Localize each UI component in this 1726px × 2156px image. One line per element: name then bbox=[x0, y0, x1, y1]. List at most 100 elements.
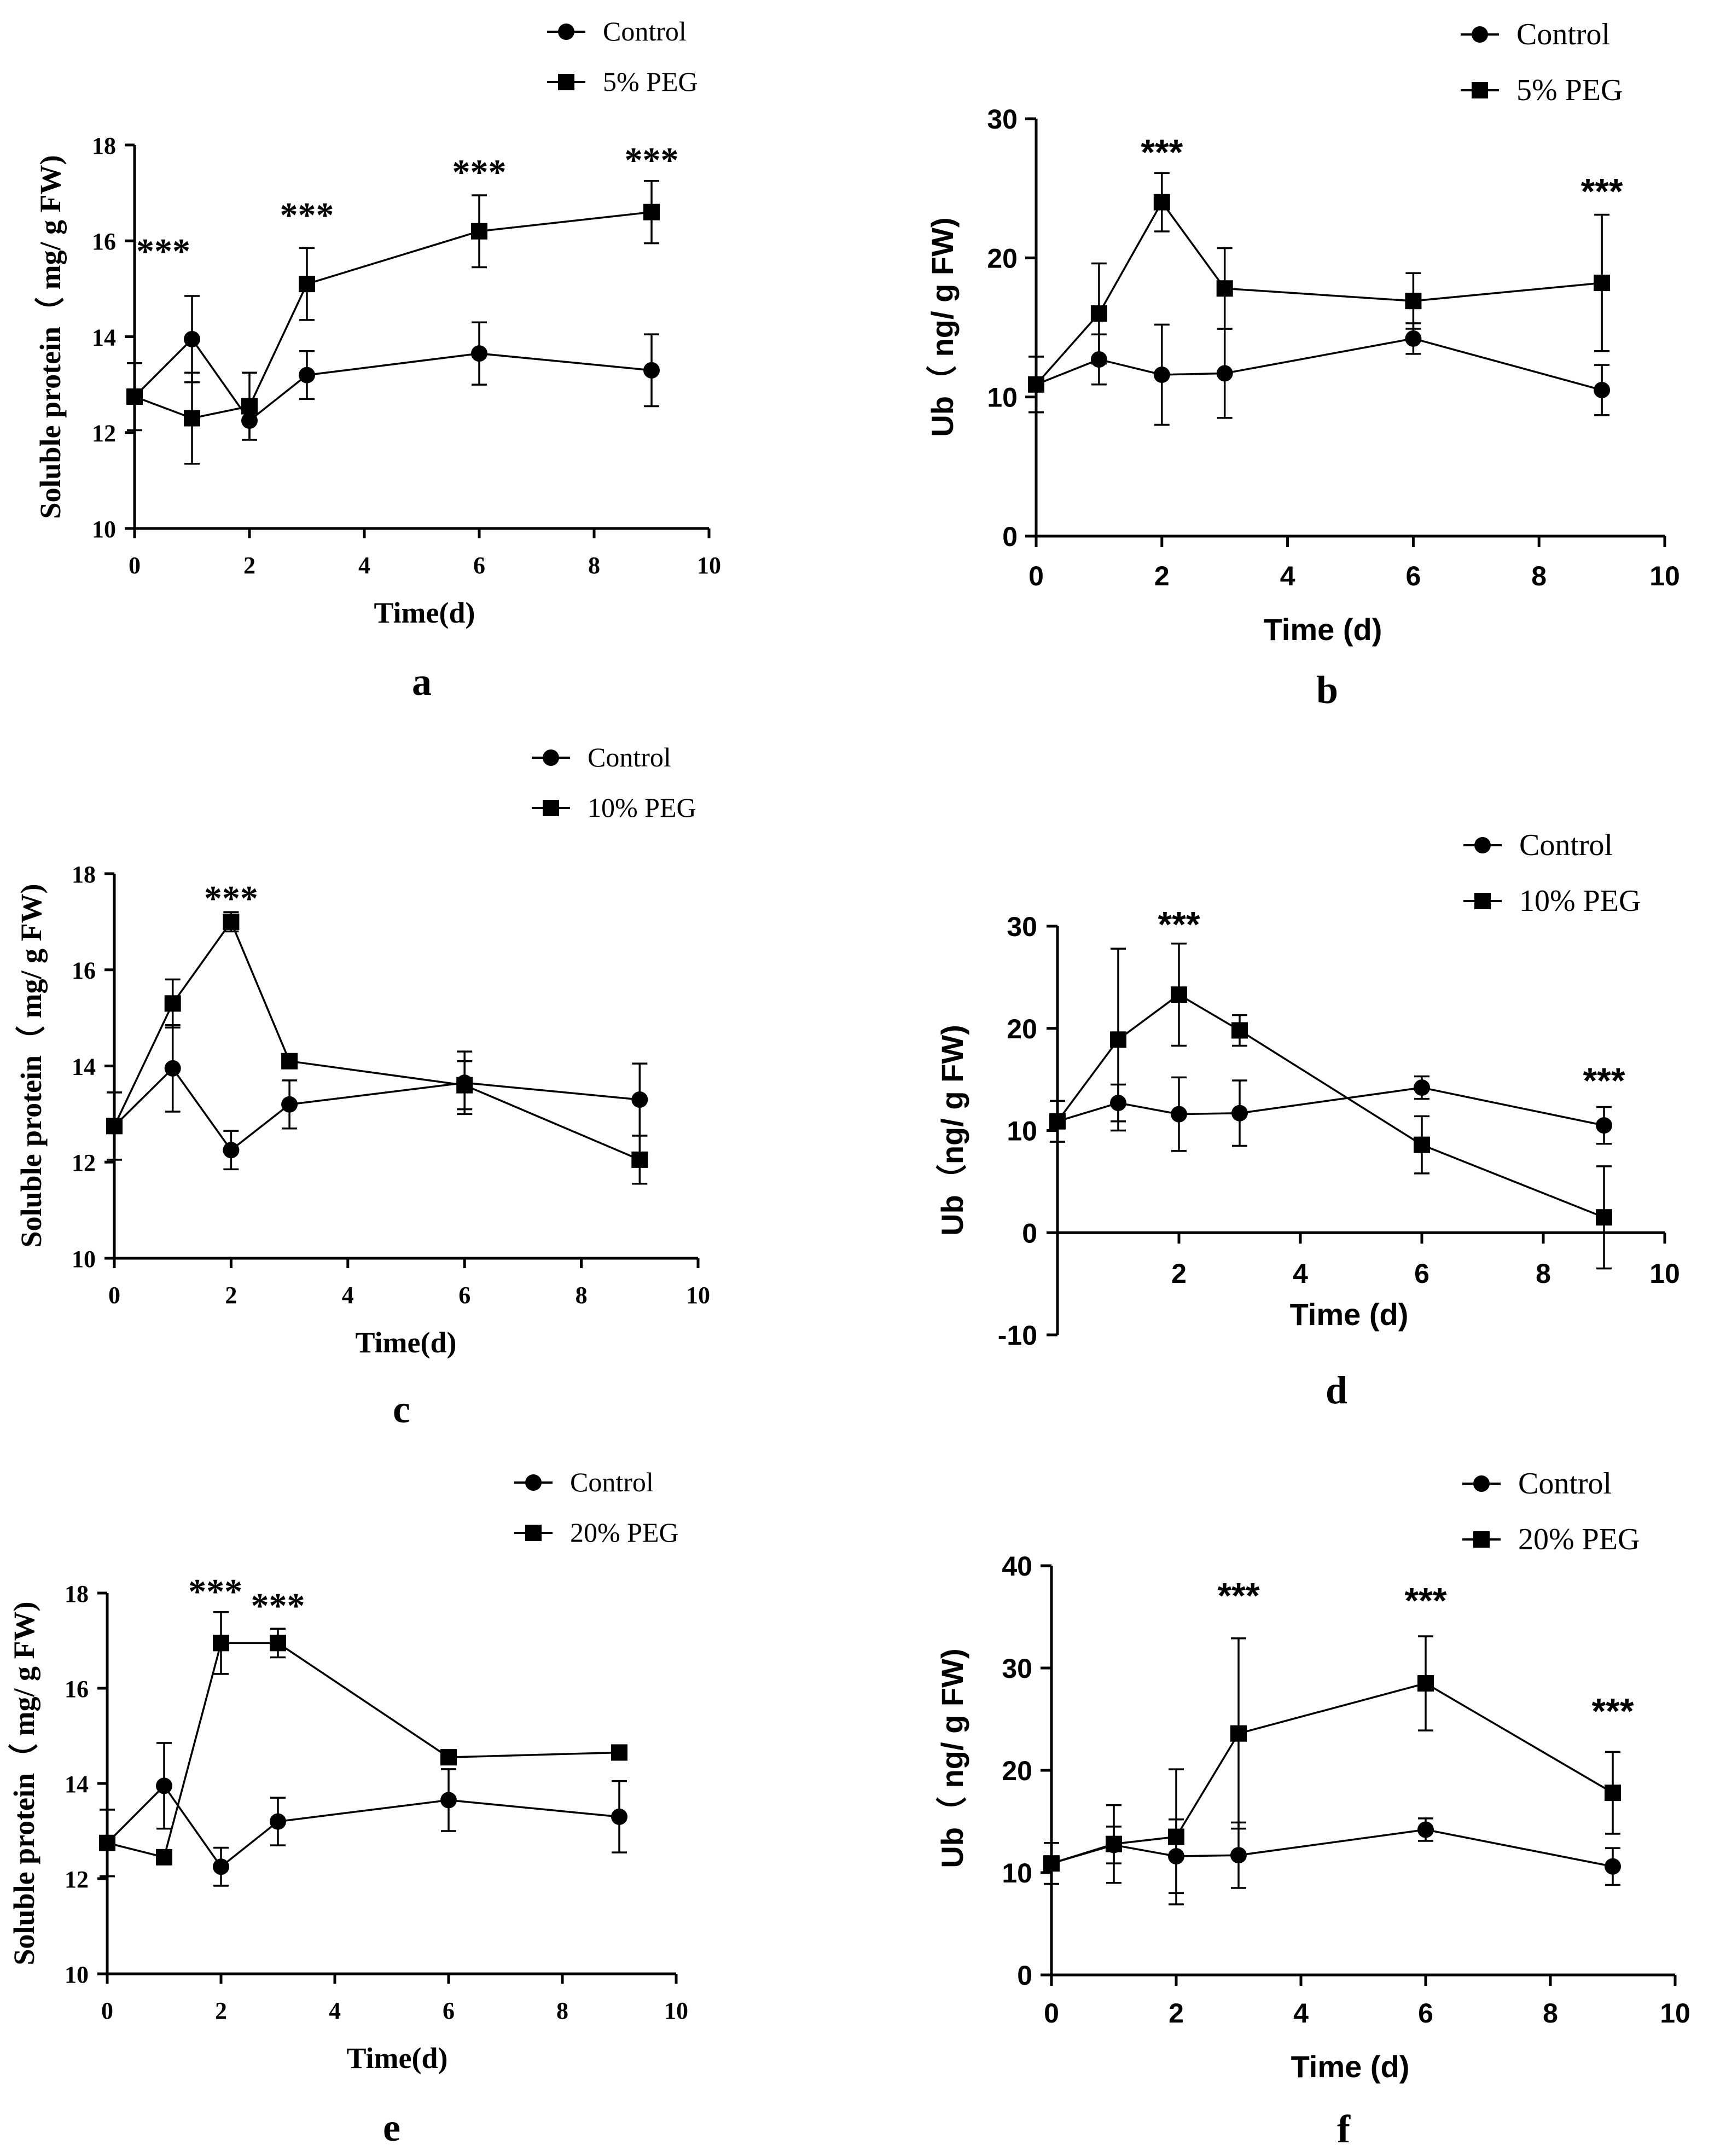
data-point bbox=[1605, 1785, 1621, 1801]
y-tick-label: 12 bbox=[72, 1149, 96, 1176]
x-tick-label: 4 bbox=[329, 1997, 341, 2024]
data-point bbox=[299, 367, 315, 383]
y-tick-label: 0 bbox=[1022, 1218, 1037, 1248]
data-point bbox=[1596, 1117, 1612, 1134]
x-axis-label: Time (d) bbox=[1291, 2049, 1410, 2084]
y-axis-label: Ub（ ng/ g FW) bbox=[935, 1648, 969, 1868]
legend-label: 20% PEG bbox=[570, 1517, 679, 1548]
data-point bbox=[1594, 381, 1611, 398]
series-line bbox=[1051, 1828, 1613, 1868]
data-point bbox=[643, 204, 660, 220]
data-point bbox=[270, 1635, 286, 1652]
y-tick-label: 10 bbox=[92, 516, 116, 543]
y-tick-label: 10 bbox=[1002, 1858, 1032, 1888]
y-tick-label: 18 bbox=[72, 861, 96, 888]
y-tick-label: 16 bbox=[72, 957, 96, 984]
legend-marker bbox=[558, 24, 574, 40]
x-tick-label: 4 bbox=[1293, 1258, 1308, 1289]
data-point bbox=[281, 1096, 298, 1113]
data-point bbox=[611, 1808, 627, 1825]
data-point bbox=[1106, 1837, 1122, 1853]
data-point bbox=[1090, 305, 1107, 322]
data-point bbox=[631, 1151, 648, 1168]
y-tick-label: 0 bbox=[1002, 521, 1018, 552]
series-line bbox=[113, 1067, 640, 1152]
data-point bbox=[1594, 275, 1611, 292]
data-point bbox=[156, 1849, 172, 1866]
significance-marker: *** bbox=[251, 1586, 305, 1626]
x-tick-label: 10 bbox=[697, 552, 721, 579]
y-tick-label: 0 bbox=[1017, 1960, 1032, 1991]
data-point bbox=[1216, 365, 1233, 382]
data-point bbox=[126, 388, 143, 405]
legend-marker bbox=[543, 800, 559, 816]
significance-marker: *** bbox=[136, 231, 190, 271]
data-point bbox=[1090, 351, 1107, 368]
data-point bbox=[164, 995, 181, 1012]
panel-label: b bbox=[1316, 668, 1338, 712]
x-tick-label: 6 bbox=[473, 552, 485, 579]
data-point bbox=[1414, 1136, 1430, 1153]
data-point bbox=[164, 1060, 181, 1077]
y-tick-label: 40 bbox=[1002, 1551, 1032, 1582]
y-tick-label: 20 bbox=[987, 243, 1018, 274]
y-tick-label: 10 bbox=[72, 1246, 96, 1272]
y-axis-label: Ub（ng/ g FW) bbox=[935, 1025, 969, 1236]
data-point bbox=[1110, 1095, 1126, 1112]
x-tick-label: 4 bbox=[1293, 1998, 1309, 2029]
panel-label: f bbox=[1337, 2107, 1351, 2151]
significance-marker: *** bbox=[1583, 1060, 1625, 1101]
y-tick-label: 12 bbox=[92, 420, 116, 447]
data-point bbox=[471, 223, 487, 240]
series-line bbox=[1057, 1086, 1605, 1126]
x-tick-label: 8 bbox=[1531, 561, 1547, 591]
data-point bbox=[456, 1074, 473, 1091]
legend: Control 20% PEG bbox=[514, 1467, 679, 1548]
data-point bbox=[1168, 1848, 1184, 1865]
y-tick-label: 14 bbox=[65, 1771, 89, 1798]
series-20-peg bbox=[1043, 1635, 1621, 1905]
legend-label: 20% PEG bbox=[1518, 1522, 1640, 1556]
chart-panel-c: 10 12 14 16 18 0 2 4 6 8 10 Time(d) Soluble protein（… bbox=[15, 742, 710, 1431]
series-line bbox=[1056, 993, 1605, 1218]
series-line bbox=[133, 338, 652, 422]
y-tick-label: 20 bbox=[1002, 1756, 1032, 1786]
panel-label: c bbox=[393, 1387, 410, 1431]
data-point bbox=[1153, 194, 1170, 211]
x-tick-label: 2 bbox=[1169, 1998, 1184, 2029]
data-point bbox=[1049, 1113, 1066, 1130]
x-tick-label: 4 bbox=[342, 1282, 354, 1309]
legend-marker bbox=[525, 1474, 542, 1491]
data-point bbox=[1231, 1022, 1248, 1039]
x-axis-label: Time(d) bbox=[356, 1326, 457, 1359]
y-tick-label: 30 bbox=[1007, 911, 1037, 942]
panel-label: d bbox=[1326, 1368, 1347, 1412]
series-line bbox=[1051, 1682, 1613, 1864]
x-tick-label: 8 bbox=[576, 1282, 588, 1309]
x-tick-label: 6 bbox=[458, 1282, 470, 1309]
legend-marker bbox=[543, 749, 559, 766]
y-tick-label: 14 bbox=[92, 324, 116, 351]
significance-marker: *** bbox=[1158, 904, 1200, 944]
significance-marker: *** bbox=[1217, 1575, 1259, 1615]
x-tick-label: 8 bbox=[1543, 1998, 1558, 2029]
significance-marker: *** bbox=[280, 195, 334, 235]
y-tick-label: 18 bbox=[92, 132, 116, 159]
legend-label: Control bbox=[1519, 828, 1613, 862]
x-tick-label: 4 bbox=[1280, 561, 1295, 591]
legend-label: 5% PEG bbox=[603, 66, 698, 97]
series-line bbox=[107, 1642, 620, 1858]
x-tick-label: 0 bbox=[1028, 561, 1044, 591]
significance-marker: *** bbox=[1591, 1691, 1634, 1731]
data-point bbox=[471, 345, 487, 362]
data-point bbox=[1230, 1847, 1247, 1864]
data-point bbox=[1028, 376, 1044, 393]
legend: Control 10% PEG bbox=[1463, 828, 1641, 918]
series-control bbox=[1043, 1817, 1621, 1895]
significance-marker: *** bbox=[1141, 132, 1183, 172]
data-point bbox=[1414, 1079, 1430, 1096]
data-point bbox=[631, 1091, 648, 1108]
x-tick-label: 6 bbox=[1418, 1998, 1433, 2029]
data-point bbox=[213, 1858, 229, 1875]
series-control bbox=[106, 1024, 648, 1171]
